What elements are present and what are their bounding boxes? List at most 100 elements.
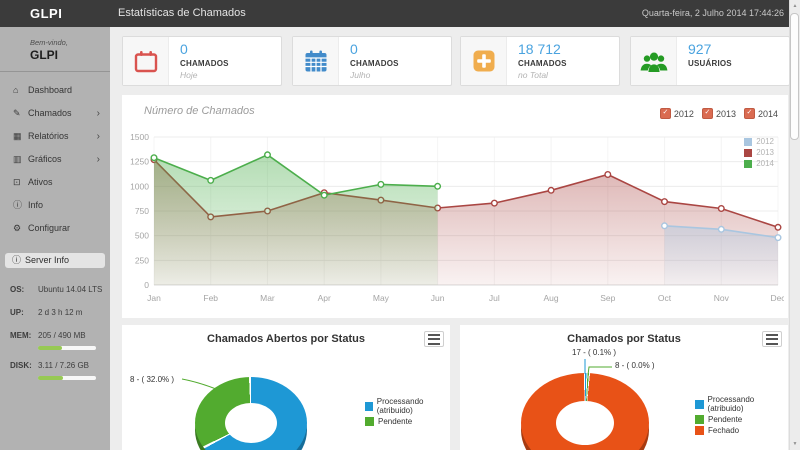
- disk-progress-fill: [38, 376, 63, 380]
- filter-2013[interactable]: 2013: [701, 108, 736, 119]
- sidebar-item-label: Dashboard: [28, 85, 73, 95]
- svg-text:750: 750: [135, 206, 149, 216]
- server-up-label: UP:: [10, 308, 24, 317]
- slice-annotation: 8 - ( 0.0% ): [615, 361, 655, 370]
- card-label: CHAMADOS: [350, 59, 399, 68]
- sidebar-item-dashboard[interactable]: ⌂ Dashboard: [0, 79, 110, 102]
- server-os-label: OS:: [10, 285, 25, 294]
- plus-icon: [473, 50, 494, 72]
- welcome-block: Bem-vindo, GLPI: [0, 27, 110, 72]
- card-icon-box: [631, 37, 677, 85]
- legend-item-pendente[interactable]: Pendente: [695, 415, 788, 424]
- sidebar-item-label: Configurar: [28, 223, 71, 233]
- sidebar-item-label: Info: [28, 200, 44, 210]
- sidebar-item-chamados[interactable]: ✎ Chamados ›: [0, 102, 110, 125]
- monitor-icon: ⊡: [13, 177, 21, 187]
- server-up-row: UP: 2 d 3 h 12 m: [10, 302, 104, 320]
- mem-progress-bar: [38, 346, 96, 350]
- stat-card-chamados-total[interactable]: 18 712 CHAMADOS no Total: [460, 36, 620, 86]
- card-label: CHAMADOS: [518, 59, 567, 68]
- legend-swatch: [744, 137, 753, 146]
- server-info-title: Server Info: [25, 255, 70, 265]
- chevron-right-icon: ›: [96, 108, 100, 119]
- checkbox-checked-icon[interactable]: [743, 108, 755, 119]
- filter-label: 2013: [715, 108, 736, 119]
- checkbox-checked-icon[interactable]: [701, 108, 713, 119]
- donut-chart-abertos[interactable]: [195, 377, 307, 450]
- checkbox-checked-icon[interactable]: [659, 108, 671, 119]
- card-value: 927: [688, 41, 712, 57]
- sidebar-item-ativos[interactable]: ⊡ Ativos: [0, 171, 110, 194]
- legend-item-2014[interactable]: 2014: [744, 159, 774, 168]
- slice-annotation: 8 - ( 32.0% ): [130, 375, 175, 384]
- welcome-username: GLPI: [30, 48, 59, 62]
- info-icon: ⓘ: [12, 255, 22, 265]
- filter-2012[interactable]: 2012: [659, 108, 694, 119]
- year-filters: 2012 2013 2014: [659, 108, 778, 119]
- sidebar-item-graficos[interactable]: ▥ Gráficos ›: [0, 148, 110, 171]
- sidebar-item-relatorios[interactable]: ▦ Relatórios ›: [0, 125, 110, 148]
- server-mem-value: 205 / 490 MB: [38, 331, 86, 340]
- legend-swatch: [744, 148, 753, 157]
- svg-text:Sep: Sep: [600, 293, 615, 303]
- card-label: USUÁRIOS: [688, 59, 732, 68]
- legend-label: Pendente: [378, 417, 413, 426]
- server-disk-label: DISK:: [10, 361, 32, 370]
- svg-text:May: May: [373, 293, 390, 303]
- svg-text:1250: 1250: [130, 157, 149, 167]
- sidebar: Bem-vindo, GLPI ⌂ Dashboard ✎ Chamados › ▦…: [0, 27, 110, 450]
- calendar-icon: [305, 50, 326, 71]
- table-icon: ▦: [13, 131, 22, 141]
- legend-swatch: [695, 426, 704, 435]
- welcome-text: Bem-vindo,: [30, 38, 68, 47]
- sidebar-item-label: Chamados: [28, 108, 72, 118]
- page-title: Estatísticas de Chamados: [118, 7, 246, 19]
- legend-item-2012[interactable]: 2012: [744, 137, 774, 146]
- svg-text:Aug: Aug: [544, 293, 559, 303]
- sidebar-item-label: Ativos: [28, 177, 53, 187]
- pie-title: Chamados por Status: [567, 333, 681, 345]
- stat-card-chamados-mes[interactable]: 0 CHAMADOS Julho: [292, 36, 452, 86]
- scroll-up-icon[interactable]: ▲: [792, 3, 798, 9]
- sidebar-item-configurar[interactable]: ⚙ Configurar: [0, 217, 110, 240]
- server-info-section: ⓘ Server Info OS: Ubuntu 14.04 LTS UP: 2 d …: [0, 253, 110, 380]
- legend-item-processando[interactable]: Processando (atribuido): [695, 395, 788, 413]
- legend-item-fechado[interactable]: Fechado: [695, 426, 788, 435]
- svg-text:Feb: Feb: [203, 293, 218, 303]
- legend-item-2013[interactable]: 2013: [744, 148, 774, 157]
- server-info-header[interactable]: ⓘ Server Info: [5, 253, 105, 268]
- pie-panel-status: Chamados por Status 17 - ( 0.1% ) 8 - ( …: [460, 325, 788, 450]
- legend-label: Fechado: [708, 426, 740, 435]
- export-menu-icon[interactable]: [762, 331, 782, 347]
- export-menu-icon[interactable]: [424, 331, 444, 347]
- scroll-down-icon[interactable]: ▼: [792, 441, 798, 447]
- card-sublabel: no Total: [518, 70, 548, 80]
- svg-text:Mar: Mar: [260, 293, 275, 303]
- legend-label: Processando (atribuido): [707, 395, 755, 413]
- stat-card-usuarios[interactable]: 927 USUÁRIOS: [630, 36, 790, 86]
- donut-chart-status[interactable]: [521, 373, 649, 450]
- scrollbar-thumb[interactable]: [790, 13, 799, 140]
- svg-text:500: 500: [135, 231, 149, 241]
- chevron-right-icon: ›: [96, 154, 100, 165]
- filter-2014[interactable]: 2014: [743, 108, 778, 119]
- disk-progress-bar: [38, 376, 96, 380]
- legend-swatch: [695, 399, 704, 409]
- scrollbar[interactable]: ▲ ▼: [789, 0, 800, 450]
- app-logo[interactable]: GLPI: [30, 6, 63, 21]
- server-up-value: 2 d 3 h 12 m: [38, 308, 83, 317]
- card-icon-box: [461, 37, 507, 85]
- legend-item-pendente[interactable]: Pendente: [365, 417, 450, 426]
- stat-card-chamados-hoje[interactable]: 0 CHAMADOS Hoje: [122, 36, 282, 86]
- svg-text:Dec: Dec: [770, 293, 784, 303]
- sidebar-item-label: Gráficos: [28, 154, 62, 164]
- server-mem-row: MEM: 205 / 490 MB: [10, 325, 104, 350]
- card-sublabel: Hoje: [180, 70, 198, 80]
- filter-label: 2014: [757, 108, 778, 119]
- legend-item-processando[interactable]: Processando (atribuido): [365, 397, 450, 415]
- sidebar-item-info[interactable]: ⓘ Info: [0, 194, 110, 217]
- svg-text:1500: 1500: [130, 132, 149, 142]
- info-icon: ⓘ: [13, 200, 23, 210]
- svg-text:1000: 1000: [130, 181, 149, 191]
- svg-text:Oct: Oct: [658, 293, 672, 303]
